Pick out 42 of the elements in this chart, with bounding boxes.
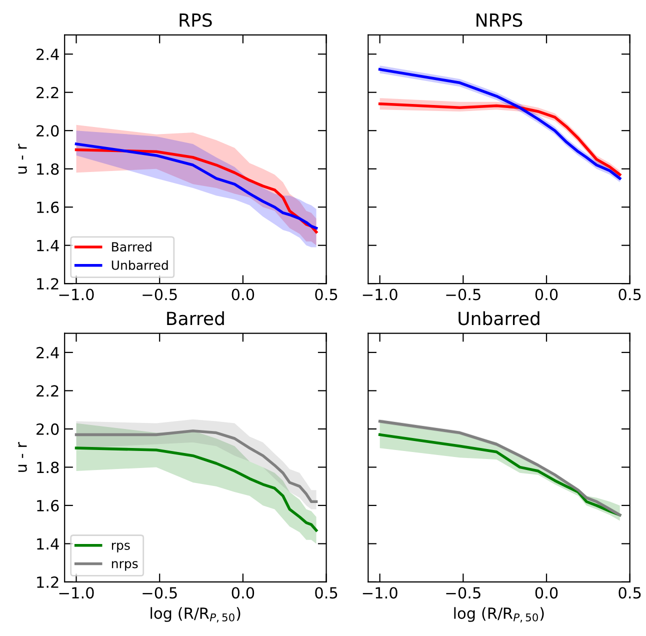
y-tick-label: 1.6	[37, 500, 59, 512]
legend-label: nrps	[112, 561, 138, 571]
x-tick-label: 0.5	[315, 587, 338, 599]
y-tick-label: 1.4	[37, 538, 59, 550]
x-tick-label: 0.0	[232, 288, 254, 300]
x-tick-label: −0.5	[446, 288, 480, 300]
x-tick-label: 0.0	[535, 288, 558, 300]
y-axis-title: u - r	[18, 442, 27, 472]
y-tick-label: 2.2	[36, 385, 58, 396]
x-tick-label: 0.5	[618, 288, 641, 300]
x-tick-label: −1.0	[362, 288, 398, 300]
y-tick-label: 2.4	[36, 346, 59, 358]
legend-label: Barred	[112, 242, 152, 252]
x-tick-label: −1.0	[59, 587, 94, 599]
y-tick-label: 2.0	[36, 125, 59, 137]
y-tick-label: 1.2	[37, 278, 58, 290]
y-tick-label: 1.8	[37, 163, 59, 175]
x-tick-label: −0.5	[142, 587, 177, 599]
x-tick-label: 0.5	[618, 587, 641, 599]
y-tick-label: 2.0	[36, 423, 59, 435]
x-axis-title: log (R/R$_{P,50}$)	[150, 607, 240, 622]
chart-title: Barred	[167, 311, 224, 326]
chart-title: RPS	[180, 13, 212, 27]
legend-label: rps	[112, 542, 130, 552]
legend-label: Unbarred	[112, 260, 168, 270]
y-axis-title: u - r	[18, 144, 27, 174]
x-tick-label: 0.0	[232, 587, 254, 599]
chart-title: NRPS	[476, 13, 522, 27]
y-tick-label: 2.2	[36, 86, 58, 98]
x-tick-label: −1.0	[362, 587, 398, 599]
chart-title: Unbarred	[458, 311, 540, 326]
x-tick-label: 0.0	[535, 587, 558, 599]
y-tick-label: 1.6	[37, 202, 59, 214]
x-axis-title: log (R/R$_{P,50}$)	[454, 607, 544, 622]
x-tick-label: −1.0	[59, 288, 94, 300]
y-tick-label: 1.8	[37, 462, 59, 474]
x-tick-label: −0.5	[446, 587, 480, 599]
x-tick-label: −0.5	[142, 288, 177, 300]
y-tick-label: 1.4	[37, 240, 59, 252]
y-tick-label: 1.2	[37, 576, 58, 588]
x-tick-label: 0.5	[315, 288, 338, 300]
y-tick-label: 2.4	[36, 48, 59, 60]
